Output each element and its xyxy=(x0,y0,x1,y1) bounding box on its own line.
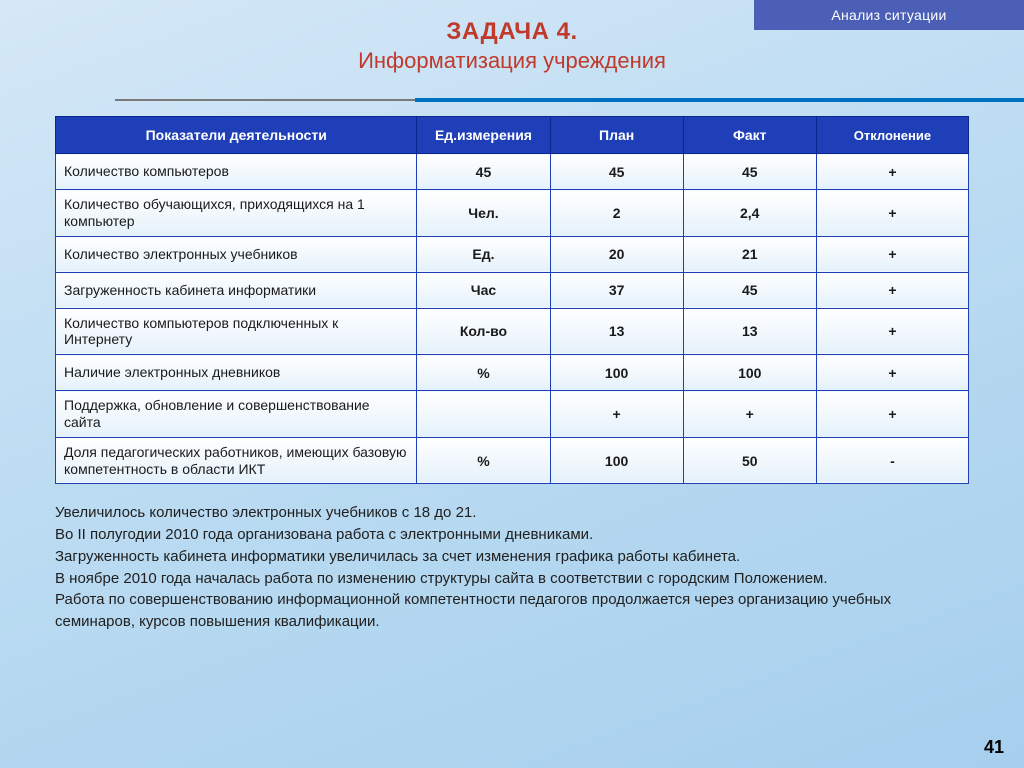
cell-fact: + xyxy=(683,391,816,438)
cell-dev: + xyxy=(816,154,968,190)
cell-dev: + xyxy=(816,236,968,272)
cell-plan: 100 xyxy=(550,437,683,484)
cell-fact: 45 xyxy=(683,154,816,190)
cell-dev: + xyxy=(816,190,968,237)
cell-dev: - xyxy=(816,437,968,484)
cell-unit: Чел. xyxy=(417,190,550,237)
header-badge: Анализ ситуации xyxy=(754,0,1024,30)
table-header-row: Показатели деятельности Ед.измерения Пла… xyxy=(56,117,969,154)
notes-block: Увеличилось количество электронных учебн… xyxy=(55,502,969,633)
cell-metric: Количество компьютеров xyxy=(56,154,417,190)
cell-metric: Количество электронных учебников xyxy=(56,236,417,272)
indicators-table: Показатели деятельности Ед.измерения Пла… xyxy=(55,116,969,484)
cell-unit: % xyxy=(417,437,550,484)
cell-fact: 50 xyxy=(683,437,816,484)
table-body: Количество компьютеров454545+Количество … xyxy=(56,154,969,484)
page-number: 41 xyxy=(984,737,1004,758)
table-row: Количество обучающихся, приходящихся на … xyxy=(56,190,969,237)
cell-plan: + xyxy=(550,391,683,438)
note-line: Работа по совершенствованию информационн… xyxy=(55,589,969,633)
cell-fact: 2,4 xyxy=(683,190,816,237)
col-header-metric: Показатели деятельности xyxy=(56,117,417,154)
col-header-dev: Отклонение xyxy=(816,117,968,154)
divider-grey xyxy=(115,99,415,101)
cell-plan: 45 xyxy=(550,154,683,190)
cell-unit: % xyxy=(417,355,550,391)
cell-metric: Поддержка, обновление и совершенствовани… xyxy=(56,391,417,438)
col-header-fact: Факт xyxy=(683,117,816,154)
header-badge-text: Анализ ситуации xyxy=(831,7,946,23)
title-line-2: Информатизация учреждения xyxy=(0,48,1024,74)
cell-plan: 2 xyxy=(550,190,683,237)
cell-metric: Количество обучающихся, приходящихся на … xyxy=(56,190,417,237)
table-row: Количество компьютеров подключенных к Ин… xyxy=(56,308,969,355)
table-row: Поддержка, обновление и совершенствовани… xyxy=(56,391,969,438)
table-row: Количество электронных учебниковЕд.2021+ xyxy=(56,236,969,272)
cell-unit xyxy=(417,391,550,438)
note-line: В ноябре 2010 года началась работа по из… xyxy=(55,568,969,590)
col-header-unit: Ед.измерения xyxy=(417,117,550,154)
note-line: Во II полугодии 2010 года организована р… xyxy=(55,524,969,546)
cell-metric: Наличие электронных дневников xyxy=(56,355,417,391)
cell-plan: 13 xyxy=(550,308,683,355)
cell-metric: Загруженность кабинета информатики xyxy=(56,272,417,308)
cell-unit: Час xyxy=(417,272,550,308)
cell-unit: Кол-во xyxy=(417,308,550,355)
cell-unit: 45 xyxy=(417,154,550,190)
cell-fact: 13 xyxy=(683,308,816,355)
cell-dev: + xyxy=(816,308,968,355)
table-row: Наличие электронных дневников%100100+ xyxy=(56,355,969,391)
cell-dev: + xyxy=(816,391,968,438)
note-line: Увеличилось количество электронных учебн… xyxy=(55,502,969,524)
cell-plan: 20 xyxy=(550,236,683,272)
table-row: Загруженность кабинета информатикиЧас374… xyxy=(56,272,969,308)
table-row: Количество компьютеров454545+ xyxy=(56,154,969,190)
cell-plan: 100 xyxy=(550,355,683,391)
cell-fact: 21 xyxy=(683,236,816,272)
table-row: Доля педагогических работников, имеющих … xyxy=(56,437,969,484)
cell-metric: Количество компьютеров подключенных к Ин… xyxy=(56,308,417,355)
cell-dev: + xyxy=(816,272,968,308)
cell-metric: Доля педагогических работников, имеющих … xyxy=(56,437,417,484)
cell-dev: + xyxy=(816,355,968,391)
cell-unit: Ед. xyxy=(417,236,550,272)
cell-fact: 45 xyxy=(683,272,816,308)
divider-blue xyxy=(415,98,1024,102)
cell-fact: 100 xyxy=(683,355,816,391)
divider-line xyxy=(0,98,1024,102)
table-container: Показатели деятельности Ед.измерения Пла… xyxy=(55,116,969,484)
col-header-plan: План xyxy=(550,117,683,154)
note-line: Загруженность кабинета информатики увели… xyxy=(55,546,969,568)
cell-plan: 37 xyxy=(550,272,683,308)
